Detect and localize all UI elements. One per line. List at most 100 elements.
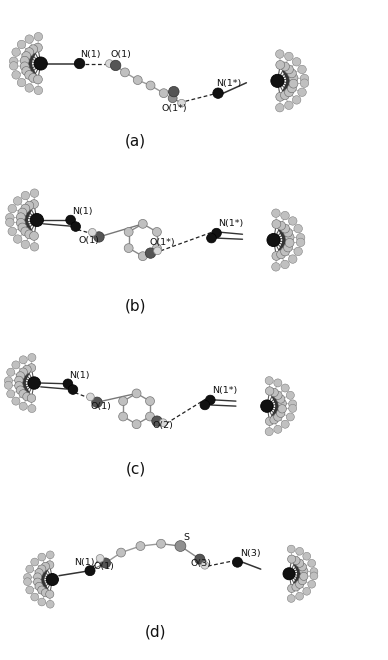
Circle shape (303, 587, 311, 595)
Circle shape (154, 247, 161, 255)
Circle shape (292, 57, 301, 66)
Circle shape (35, 569, 43, 577)
Circle shape (26, 565, 34, 573)
Circle shape (175, 541, 186, 552)
Circle shape (18, 223, 27, 232)
Circle shape (159, 419, 167, 426)
Circle shape (288, 584, 296, 593)
Circle shape (12, 71, 21, 79)
Circle shape (138, 219, 147, 228)
Circle shape (281, 247, 289, 256)
Circle shape (287, 595, 295, 603)
Circle shape (272, 251, 281, 261)
Circle shape (25, 35, 33, 44)
Circle shape (124, 244, 133, 253)
Circle shape (21, 191, 29, 200)
Circle shape (272, 220, 281, 228)
Circle shape (285, 233, 294, 242)
Circle shape (136, 542, 145, 550)
Circle shape (261, 400, 273, 412)
Circle shape (8, 205, 17, 213)
Circle shape (27, 364, 36, 372)
Circle shape (16, 386, 25, 394)
Circle shape (281, 420, 289, 428)
Circle shape (308, 560, 315, 567)
Circle shape (288, 216, 297, 225)
Circle shape (14, 235, 22, 244)
Circle shape (12, 361, 20, 369)
Circle shape (24, 578, 31, 585)
Circle shape (14, 197, 22, 205)
Circle shape (277, 250, 286, 259)
Circle shape (31, 558, 39, 566)
Circle shape (195, 554, 205, 564)
Circle shape (132, 389, 141, 398)
Circle shape (232, 557, 242, 567)
Circle shape (300, 572, 308, 580)
Circle shape (19, 356, 27, 364)
Circle shape (12, 48, 21, 56)
Circle shape (38, 586, 46, 594)
Circle shape (38, 598, 46, 606)
Circle shape (88, 228, 96, 236)
Circle shape (9, 57, 18, 65)
Circle shape (292, 583, 300, 591)
Circle shape (294, 224, 302, 233)
Circle shape (283, 568, 295, 579)
Circle shape (46, 551, 54, 559)
Circle shape (152, 228, 161, 236)
Circle shape (284, 65, 293, 74)
Circle shape (146, 412, 154, 421)
Circle shape (296, 547, 303, 555)
Circle shape (289, 405, 297, 412)
Text: O(1): O(1) (79, 236, 100, 245)
Circle shape (286, 413, 294, 421)
Circle shape (265, 377, 273, 385)
Circle shape (271, 75, 284, 87)
Circle shape (289, 79, 298, 88)
Circle shape (300, 567, 308, 576)
Text: N(1): N(1) (80, 50, 101, 59)
Circle shape (286, 391, 294, 399)
Circle shape (281, 224, 289, 233)
Text: N(1): N(1) (74, 558, 94, 567)
Circle shape (94, 232, 104, 242)
Circle shape (272, 209, 280, 217)
Circle shape (270, 416, 278, 424)
Circle shape (274, 379, 282, 387)
Text: O(1*): O(1*) (161, 104, 187, 113)
Circle shape (29, 73, 38, 82)
Circle shape (19, 402, 27, 411)
Circle shape (25, 48, 34, 57)
Circle shape (119, 412, 128, 421)
Circle shape (308, 580, 315, 588)
Circle shape (265, 387, 274, 395)
Circle shape (29, 199, 38, 209)
Circle shape (296, 238, 305, 247)
Circle shape (300, 75, 309, 82)
Circle shape (213, 88, 223, 98)
Circle shape (288, 255, 297, 263)
Circle shape (7, 368, 15, 376)
Circle shape (33, 578, 42, 586)
Circle shape (20, 56, 29, 65)
Text: O(1): O(1) (93, 562, 114, 572)
Circle shape (33, 573, 42, 581)
Circle shape (28, 405, 36, 412)
Circle shape (289, 400, 297, 408)
Circle shape (292, 96, 301, 104)
Circle shape (278, 399, 286, 408)
Circle shape (298, 577, 307, 585)
Circle shape (15, 376, 23, 385)
Circle shape (296, 580, 304, 588)
Circle shape (288, 555, 296, 563)
Circle shape (124, 228, 133, 236)
Circle shape (29, 45, 38, 53)
Circle shape (276, 395, 285, 403)
Circle shape (168, 94, 177, 102)
Circle shape (206, 395, 215, 405)
Circle shape (288, 69, 296, 78)
Circle shape (281, 211, 289, 220)
Circle shape (16, 213, 25, 222)
Circle shape (159, 88, 168, 98)
